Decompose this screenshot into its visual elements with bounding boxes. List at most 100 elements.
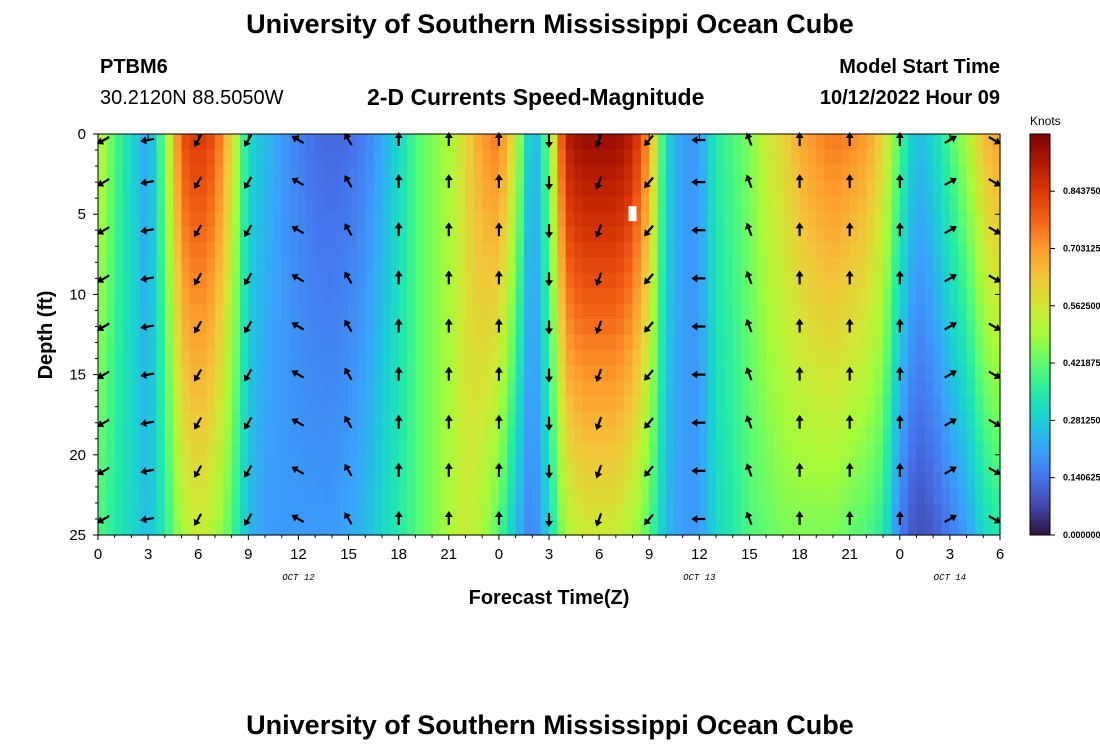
heatmap-cell xyxy=(874,226,884,243)
heatmap-cell xyxy=(782,303,792,320)
heatmap-cell xyxy=(473,149,483,166)
heatmap-cell xyxy=(98,303,107,320)
heatmap-cell xyxy=(440,488,450,505)
heatmap-cell xyxy=(899,164,909,181)
heatmap-cell xyxy=(131,241,141,258)
heatmap-cell xyxy=(590,504,600,521)
heatmap-cell xyxy=(123,180,133,197)
heatmap-cell xyxy=(916,211,926,228)
heatmap-cell xyxy=(98,365,107,382)
heatmap-cell xyxy=(181,149,191,166)
heatmap-cell xyxy=(365,195,375,212)
heatmap-cell xyxy=(365,349,375,366)
heatmap-cell xyxy=(415,519,425,536)
heatmap-cell xyxy=(699,180,709,197)
heatmap-cell xyxy=(490,380,500,397)
heatmap-cell xyxy=(916,519,926,536)
heatmap-cell xyxy=(398,257,408,274)
heatmap-cell xyxy=(498,349,508,366)
heatmap-cell xyxy=(682,427,692,444)
heatmap-cell xyxy=(507,149,517,166)
x-tick-label: 6 xyxy=(595,546,603,563)
heatmap-cell xyxy=(156,195,166,212)
current-arrow xyxy=(494,366,503,381)
heatmap-cell xyxy=(732,319,742,336)
heatmap-cell xyxy=(189,504,199,521)
heatmap-cell xyxy=(574,334,584,351)
heatmap-cell xyxy=(507,427,517,444)
heatmap-cell xyxy=(131,457,141,474)
heatmap-cell xyxy=(373,303,383,320)
heatmap-cell xyxy=(849,134,859,151)
heatmap-cell xyxy=(131,288,141,305)
heatmap-cell xyxy=(482,427,492,444)
current-arrow xyxy=(988,466,1001,476)
heatmap-cell xyxy=(665,519,675,536)
heatmap-cell xyxy=(866,365,876,382)
heatmap-cell xyxy=(482,226,492,243)
heatmap-cell xyxy=(139,195,149,212)
x-tick-label: 6 xyxy=(996,546,1004,563)
heatmap-cell xyxy=(214,272,224,289)
heatmap-cell xyxy=(331,149,341,166)
heatmap-cell xyxy=(632,457,642,474)
heatmap-cell xyxy=(139,288,149,305)
heatmap-cell xyxy=(640,241,650,258)
heatmap-cell xyxy=(941,380,951,397)
heatmap-cell xyxy=(265,519,274,536)
heatmap-cell xyxy=(432,257,442,274)
heatmap-cell xyxy=(290,334,300,351)
heatmap-cell xyxy=(540,473,550,490)
current-arrow xyxy=(444,511,453,525)
heatmap-cell xyxy=(415,164,425,181)
heatmap-cell xyxy=(231,519,241,536)
heatmap-cell xyxy=(523,365,533,382)
heatmap-cell xyxy=(423,334,433,351)
heatmap-cell xyxy=(415,134,425,151)
heatmap-cell xyxy=(248,319,258,336)
heatmap-cell xyxy=(724,380,734,397)
heatmap-cell xyxy=(941,365,951,382)
heatmap-cell xyxy=(315,134,325,151)
heatmap-cell xyxy=(749,164,759,181)
heatmap-cell xyxy=(440,442,450,459)
heatmap-cell xyxy=(908,504,918,521)
heatmap-cell xyxy=(139,519,149,536)
x-tick-label: 6 xyxy=(194,546,202,563)
heatmap-cell xyxy=(565,211,575,228)
heatmap-cell xyxy=(565,457,575,474)
heatmap-cell xyxy=(841,241,851,258)
x-tick-label: 15 xyxy=(741,546,758,563)
heatmap-cell xyxy=(540,504,550,521)
heatmap-cell xyxy=(298,380,308,397)
heatmap-cell xyxy=(599,211,609,228)
heatmap-cell xyxy=(557,195,567,212)
heatmap-cell xyxy=(791,319,801,336)
heatmap-cell xyxy=(348,288,358,305)
heatmap-cell xyxy=(841,195,851,212)
heatmap-cell xyxy=(390,457,400,474)
heatmap-cell xyxy=(941,149,951,166)
heatmap-cell xyxy=(816,149,826,166)
heatmap-cell xyxy=(373,411,383,428)
current-arrow xyxy=(644,465,654,477)
heatmap-cell xyxy=(331,288,341,305)
current-arrow xyxy=(394,462,403,477)
heatmap-cell xyxy=(256,272,266,289)
heatmap-cell xyxy=(883,488,893,505)
heatmap-cell xyxy=(290,164,300,181)
heatmap-cell xyxy=(365,380,375,397)
heatmap-cell xyxy=(866,288,876,305)
heatmap-cell xyxy=(991,257,1001,274)
heatmap-cell xyxy=(173,211,183,228)
heatmap-cell xyxy=(298,288,308,305)
heatmap-cell xyxy=(741,226,751,243)
heatmap-cell xyxy=(599,149,609,166)
heatmap-cell xyxy=(983,257,993,274)
heatmap-cell xyxy=(473,349,483,366)
heatmap-cell xyxy=(373,349,383,366)
x-tick-label: 3 xyxy=(144,546,152,563)
heatmap-cell xyxy=(448,164,458,181)
heatmap-cell xyxy=(949,226,959,243)
heatmap-cell xyxy=(966,504,976,521)
